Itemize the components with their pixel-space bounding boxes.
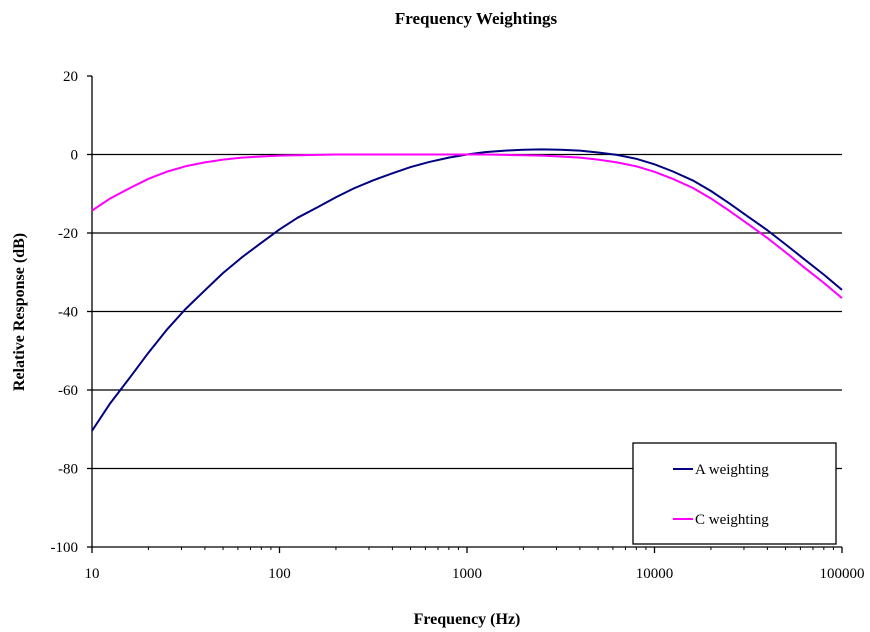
series-line-a-weighting — [91, 148, 843, 432]
gridlines — [92, 153, 842, 470]
legend-box — [632, 442, 837, 545]
x-tick-label: 100 — [268, 566, 291, 582]
y-tick-label: 0 — [71, 148, 79, 164]
y-tick-label: -80 — [58, 462, 78, 478]
x-tick-label: 10 — [85, 566, 100, 582]
y-axis-title: Relative Response (dB) — [11, 233, 28, 391]
y-tick-label: -40 — [58, 305, 78, 321]
series-line-c-weighting — [91, 153, 843, 299]
x-axis-title: Frequency (Hz) — [414, 611, 521, 628]
legend-label-c-weighting: C weighting — [695, 512, 769, 528]
y-tick-label: -60 — [58, 383, 78, 399]
x-tick-label: 100000 — [820, 566, 865, 582]
x-tick-label: 10000 — [636, 566, 674, 582]
series-lines — [91, 148, 843, 432]
y-tick-label: -100 — [51, 540, 79, 556]
chart-title: Frequency Weightings — [395, 9, 558, 28]
legend: A weighting C weighting — [632, 442, 837, 545]
legend-label-a-weighting: A weighting — [695, 462, 769, 478]
y-tick-label: -20 — [58, 226, 78, 242]
y-tick-label: 20 — [63, 69, 78, 85]
tick-labels: 20 0 -20 -40 -60 -80 -100 10 100 1000 10000 100000 — [51, 69, 865, 582]
axes — [87, 75, 843, 553]
x-tick-label: 1000 — [452, 566, 482, 582]
